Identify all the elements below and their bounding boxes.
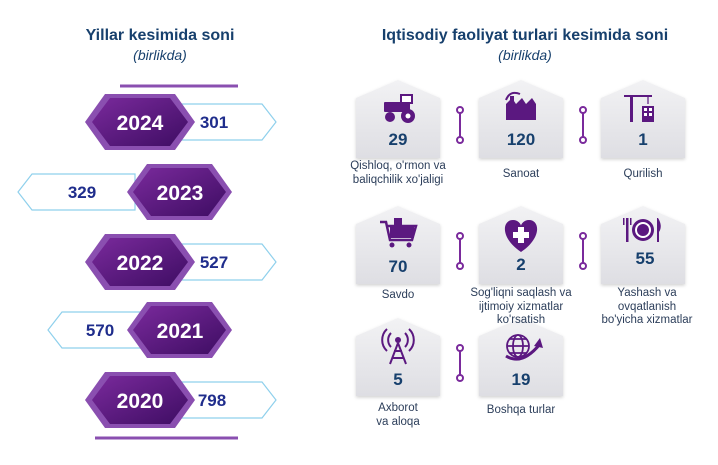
right-panel-title: Iqtisodiy faoliyat turlari kesimida soni: [381, 27, 669, 44]
activity-value: 120: [507, 130, 535, 149]
timeline-decor: [95, 84, 238, 440]
left-panel-subtitle: (birlikda): [133, 47, 187, 63]
year-value: 329: [68, 183, 96, 202]
left-panel-title: Yillar kesimida soni: [85, 27, 235, 44]
label-line: Yashash va: [617, 287, 677, 299]
label-line: ovqatlanish: [617, 300, 677, 313]
activity-value: 5: [393, 370, 402, 389]
activity-label-health: Sog'liqni saqlash va ijtimoiy xizmatlar …: [458, 287, 584, 328]
activity-label-hospitality: Yashash va ovqatlanish bo'yicha xizmatla…: [584, 287, 710, 328]
medical-heart-icon: [504, 220, 538, 252]
year-hexagon: [92, 98, 188, 146]
year-hexagon: [133, 306, 226, 354]
connector-lines: [456, 106, 587, 382]
year-label: 2021: [157, 320, 204, 343]
value-arrow: [17, 173, 136, 211]
house-shape: [601, 206, 685, 284]
activity-label-construction: Qurilish: [583, 168, 703, 182]
crane-icon: [624, 95, 654, 122]
label-line: ijtimoiy xizmatlar: [478, 300, 564, 313]
label-line: va aloqa: [376, 415, 420, 428]
year-value: 570: [86, 321, 114, 340]
year-value: 798: [198, 391, 226, 410]
year-row-2023: 2023 329: [17, 164, 232, 220]
year-value: 301: [200, 113, 228, 132]
label-line: Boshqa turlar: [486, 404, 556, 416]
activity-card-hospitality: [601, 206, 685, 284]
activity-label-other: Boshqa turlar: [461, 404, 581, 418]
activity-card-agriculture: [356, 80, 440, 158]
house-shape: [356, 206, 440, 284]
antenna-tower-icon: [381, 328, 415, 365]
label-line: Sog'liqni saqlash va: [470, 287, 572, 299]
year-value: 527: [200, 253, 228, 272]
activity-label-communication: Axborot va aloqa: [338, 402, 458, 429]
factory-icon: [505, 91, 536, 120]
activity-value: 19: [512, 370, 531, 389]
label-line: Axborot: [378, 402, 418, 414]
activity-value: 29: [389, 130, 408, 149]
globe-arrow-icon: [505, 334, 543, 361]
year-hexagon: [133, 168, 226, 216]
label-line: Savdo: [381, 289, 415, 301]
year-row-2021: 2021 570: [47, 302, 232, 358]
activity-value: 2: [516, 255, 525, 274]
label-line: ko'rsatish: [496, 314, 546, 326]
year-label: 2023: [157, 182, 204, 205]
year-row-2020: 2020 798: [85, 372, 277, 428]
label-line: bo'yicha xizmatlar: [601, 314, 693, 326]
shopping-cart-icon: [380, 218, 418, 248]
tractor-icon: [384, 94, 415, 123]
label-line: Qurilish: [623, 168, 663, 180]
year-row-2024: 2024 301: [85, 94, 277, 150]
year-hexagon: [92, 238, 188, 286]
label-line: Qishloq, o'rmon va: [350, 160, 446, 172]
activity-value: 1: [638, 130, 647, 149]
activity-label-industry: Sanoat: [461, 168, 581, 182]
plate-cutlery-icon: [623, 218, 661, 242]
activity-value: 55: [636, 249, 655, 268]
house-shape: [356, 80, 440, 158]
label-line: baliqchilik xo'jaligi: [352, 173, 444, 186]
label-line: Sanoat: [502, 168, 540, 180]
right-panel-subtitle: (birlikda): [498, 47, 552, 63]
year-label: 2022: [117, 252, 164, 275]
activity-value: 70: [389, 257, 408, 276]
year-label: 2024: [117, 112, 164, 135]
activity-card-trade: [356, 206, 440, 284]
activity-label-agriculture: Qishloq, o'rmon va baliqchilik xo'jaligi: [330, 160, 466, 187]
year-label: 2020: [117, 390, 164, 413]
activity-label-trade: Savdo: [338, 289, 458, 303]
year-row-2022: 2022 527: [85, 234, 277, 290]
year-hexagon: [92, 376, 188, 424]
